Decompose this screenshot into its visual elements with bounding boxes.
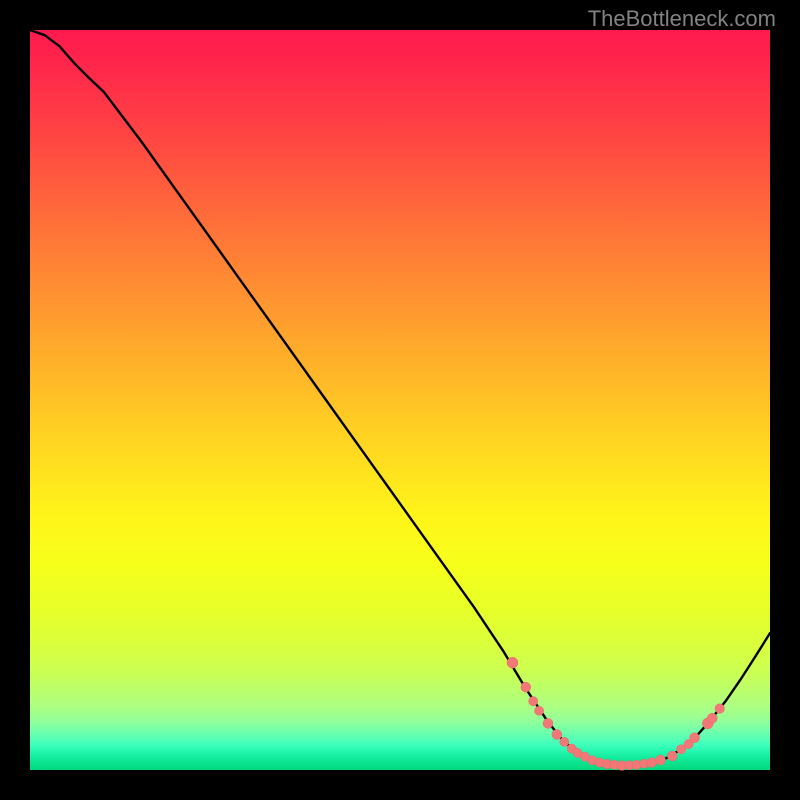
data-marker (647, 758, 657, 768)
data-marker (507, 657, 518, 668)
data-marker (690, 733, 700, 743)
data-marker (552, 729, 562, 739)
data-marker (560, 737, 569, 746)
chart-stage: TheBottleneck.com (0, 0, 800, 800)
data-marker (535, 706, 544, 715)
data-marker (707, 713, 717, 723)
data-marker (655, 755, 665, 765)
chart-svg (0, 0, 800, 800)
data-marker (543, 718, 553, 728)
data-marker (521, 682, 531, 692)
data-marker (667, 751, 677, 761)
data-marker (715, 704, 725, 714)
data-marker (529, 697, 538, 706)
